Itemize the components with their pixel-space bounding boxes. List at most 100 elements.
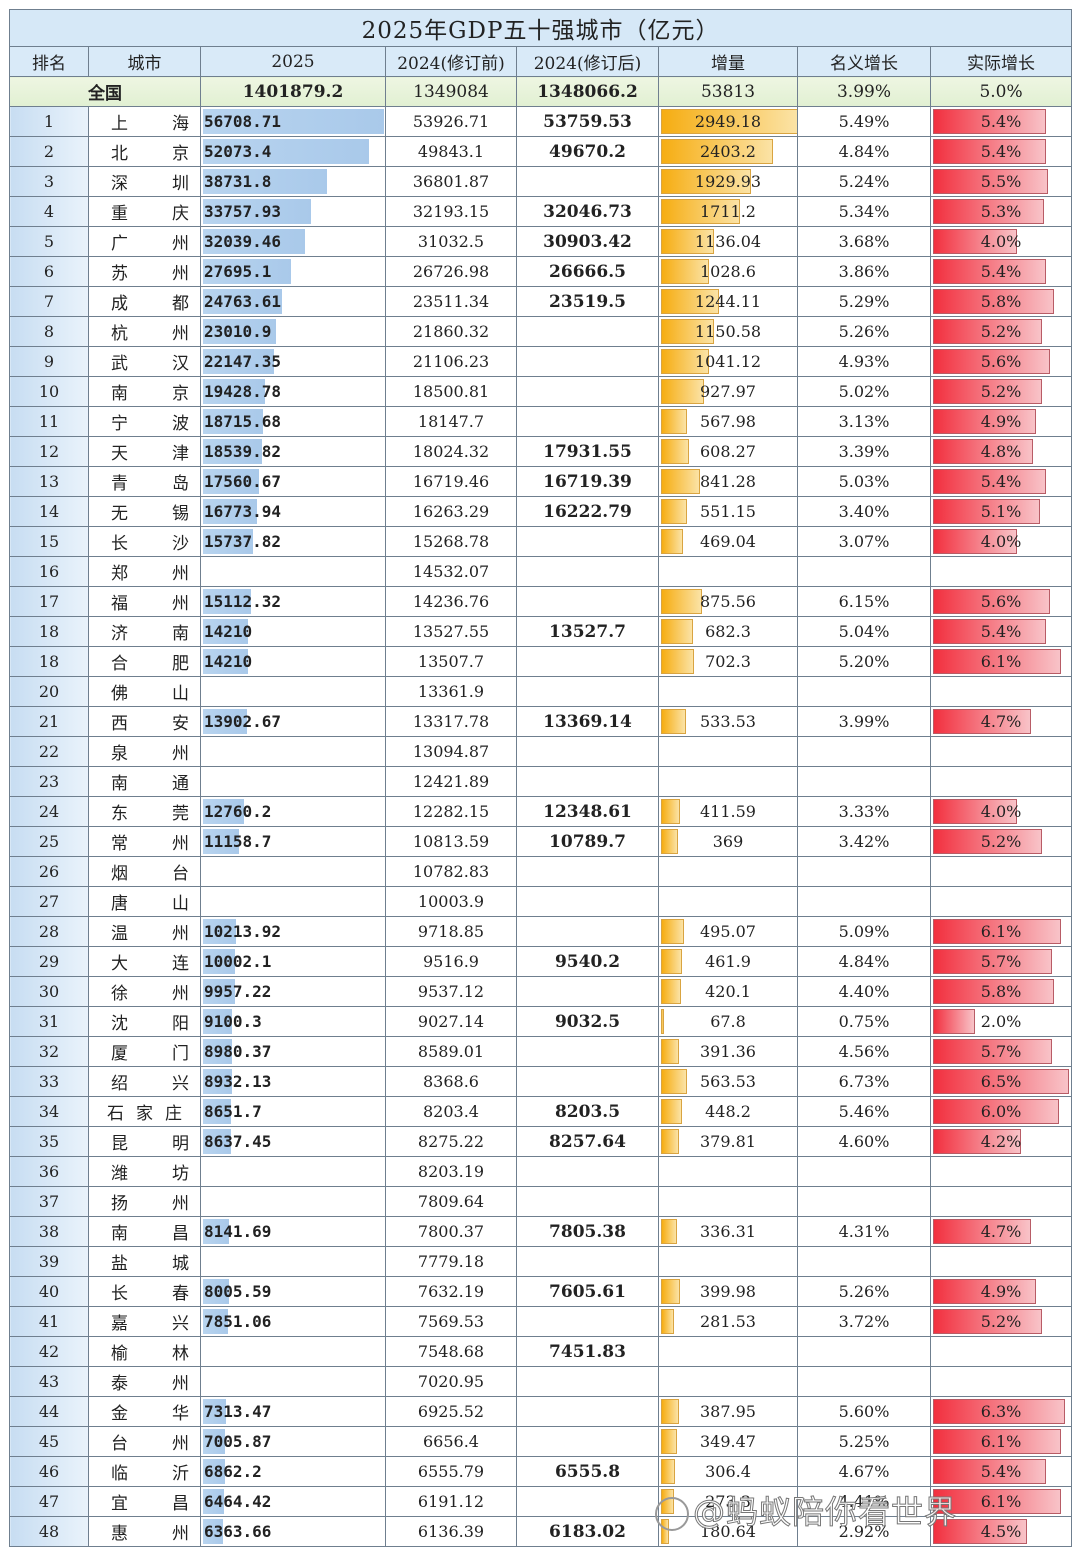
real-growth-value: 4.2% xyxy=(980,1132,1022,1151)
rank-cell: 42 xyxy=(9,1336,89,1367)
real-growth-databar xyxy=(933,979,1054,1004)
rank-cell: 17 xyxy=(9,586,89,617)
city-char: 扬 xyxy=(111,1194,128,1214)
table-row: 28 温州 10213.92 9718.85 495.07 5.09% 6.1% xyxy=(9,916,1073,947)
city-char: 庆 xyxy=(172,204,189,224)
increase-value: 682.3 xyxy=(705,622,751,641)
city-cell: 成都 xyxy=(88,286,201,317)
table-row: 35 昆明 8637.45 8275.22 8257.64 379.81 4.60% 4.2% xyxy=(9,1126,1073,1157)
gdp2024-pre-cell: 9718.85 xyxy=(385,916,517,947)
nominal-growth-cell: 5.26% xyxy=(797,1276,931,1307)
nominal-growth-cell xyxy=(797,886,931,917)
city-char: 郑 xyxy=(111,564,128,584)
gdp2024-pre-cell: 12282.15 xyxy=(385,796,517,827)
gdp2024-pre-cell: 26726.98 xyxy=(385,256,517,287)
gdp2024-pre-cell: 6191.12 xyxy=(385,1486,517,1517)
increase-databar xyxy=(661,289,719,314)
gdp2024-pre-cell: 10003.9 xyxy=(385,886,517,917)
real-growth-databar xyxy=(933,649,1061,674)
increase-databar xyxy=(661,199,740,224)
gdp2024-pre-cell: 16263.29 xyxy=(385,496,517,527)
increase-cell: 411.59 xyxy=(658,796,798,827)
rank-cell: 28 xyxy=(9,916,89,947)
rank-cell: 29 xyxy=(9,946,89,977)
table-row: 18 合肥 14210 13507.7 702.3 5.20% 6.1% xyxy=(9,646,1073,677)
city-char: 阳 xyxy=(172,1014,189,1034)
gdp2024-post-cell: 16719.39 xyxy=(516,466,659,497)
gdp2024-pre-cell: 7779.18 xyxy=(385,1246,517,1277)
gdp2024-pre-cell: 13317.78 xyxy=(385,706,517,737)
increase-databar xyxy=(661,379,704,404)
table-row: 43 泰州 7020.95 xyxy=(9,1366,1073,1397)
city-char: 临 xyxy=(111,1464,128,1484)
gdp2024-post-cell: 9540.2 xyxy=(516,946,659,977)
increase-value: 420.1 xyxy=(705,982,751,1001)
gdp2024-post-cell xyxy=(516,976,659,1007)
city-char: 福 xyxy=(111,594,128,614)
city-cell: 上海 xyxy=(88,106,201,137)
city-cell: 青岛 xyxy=(88,466,201,497)
increase-cell: 306.4 xyxy=(658,1456,798,1487)
gdp2024-pre-cell: 14532.07 xyxy=(385,556,517,587)
gdp-databar xyxy=(203,619,248,644)
city-char: 台 xyxy=(111,1434,128,1454)
increase-value: 927.97 xyxy=(700,382,756,401)
increase-databar xyxy=(661,499,687,524)
increase-cell: 1711.2 xyxy=(658,196,798,227)
increase-cell: 2949.18 xyxy=(658,106,798,137)
gdp-databar xyxy=(203,229,305,254)
gdp2024-pre-cell: 13094.87 xyxy=(385,736,517,767)
city-char: 南 xyxy=(111,1224,128,1244)
gdp-databar xyxy=(203,1219,229,1244)
city-char: 昌 xyxy=(172,1494,189,1514)
gdp2024-post-cell: 23519.5 xyxy=(516,286,659,317)
real-growth-value: 5.8% xyxy=(980,982,1022,1001)
real-growth-databar xyxy=(933,1039,1052,1064)
city-cell: 泉州 xyxy=(88,736,201,767)
gdp2024-pre-cell: 12421.89 xyxy=(385,766,517,797)
gdp2025-value: 56708.71 xyxy=(204,111,282,131)
gdp2024-post-cell xyxy=(516,406,659,437)
real-growth-databar xyxy=(933,199,1044,224)
nominal-growth-cell: 4.41% xyxy=(797,1486,931,1517)
city-char: 兴 xyxy=(172,1074,189,1094)
increase-cell xyxy=(658,1336,798,1367)
header-gdp2025: 2025 xyxy=(200,46,386,77)
real-growth-value: 6.1% xyxy=(980,922,1022,941)
increase-value: 495.07 xyxy=(700,922,756,941)
real-growth-value: 5.4% xyxy=(980,262,1022,281)
table-row: 29 大连 10002.1 9516.9 9540.2 461.9 4.84% 5.7% xyxy=(9,946,1073,977)
increase-cell: 469.04 xyxy=(658,526,798,557)
increase-value: 461.9 xyxy=(705,952,751,971)
rank-cell: 44 xyxy=(9,1396,89,1427)
gdp-databar xyxy=(203,589,251,614)
real-growth-value: 5.3% xyxy=(980,202,1022,221)
gdp-databar xyxy=(203,1039,232,1064)
gdp2024-pre-cell: 7569.53 xyxy=(385,1306,517,1337)
table-row: 21 西安 13902.67 13317.78 13369.14 533.53 3.99% 4… xyxy=(9,706,1073,737)
gdp-databar xyxy=(203,919,236,944)
city-char: 石 xyxy=(107,1104,124,1124)
increase-databar xyxy=(661,229,714,254)
increase-databar xyxy=(661,1219,677,1244)
total-increase: 53813 xyxy=(658,76,798,107)
gdp2024-pre-cell: 7632.19 xyxy=(385,1276,517,1307)
city-char: 长 xyxy=(111,534,128,554)
real-growth-databar xyxy=(933,409,1036,434)
increase-cell: 420.1 xyxy=(658,976,798,1007)
gdp2024-pre-cell: 21860.32 xyxy=(385,316,517,347)
city-char: 沙 xyxy=(172,534,189,554)
increase-cell: 2403.2 xyxy=(658,136,798,167)
gdp-databar xyxy=(203,1519,223,1544)
gdp2025-cell: 8637.45 xyxy=(200,1126,386,1157)
nominal-growth-cell: 3.72% xyxy=(797,1306,931,1337)
header-nominal-growth: 名义增长 xyxy=(797,46,931,77)
gdp-databar xyxy=(203,259,291,284)
nominal-growth-cell: 5.49% xyxy=(797,106,931,137)
rank-cell: 41 xyxy=(9,1306,89,1337)
gdp2024-post-cell: 6183.02 xyxy=(516,1516,659,1547)
real-growth-databar xyxy=(933,1309,1042,1334)
gdp2024-post-cell: 7805.38 xyxy=(516,1216,659,1247)
gdp2024-pre-cell: 18024.32 xyxy=(385,436,517,467)
gdp2024-pre-cell: 10813.59 xyxy=(385,826,517,857)
